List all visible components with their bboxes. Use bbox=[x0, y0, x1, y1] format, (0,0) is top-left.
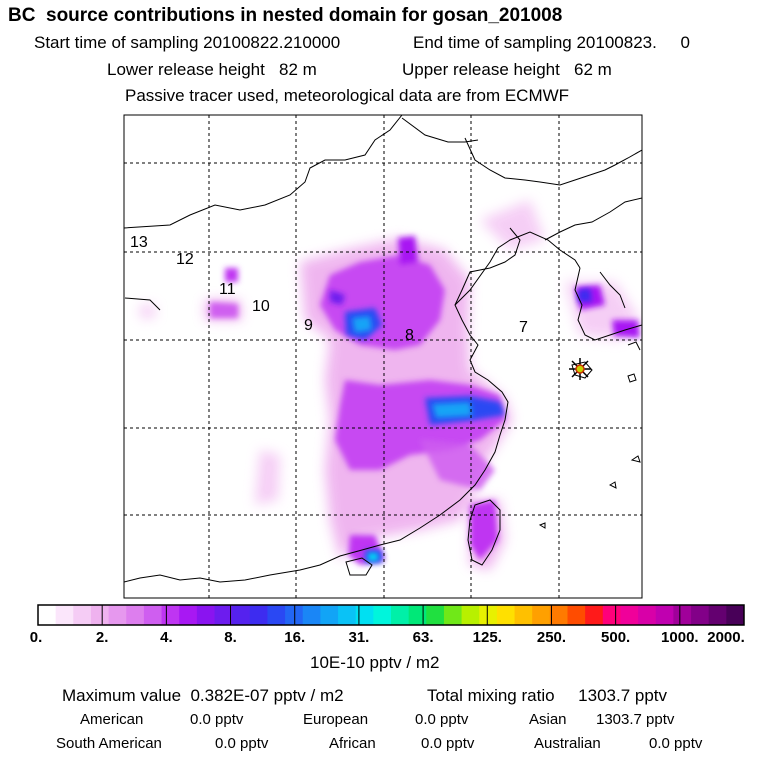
colorbar-swatch bbox=[496, 605, 516, 625]
colorbar-swatch bbox=[673, 605, 692, 625]
colorbar-swatch bbox=[320, 605, 339, 625]
colorbar-swatch bbox=[196, 605, 215, 625]
colorbar-tick-label: 250. bbox=[536, 629, 567, 646]
colorbar-swatch bbox=[249, 605, 268, 625]
colorbar-swatch bbox=[108, 605, 127, 625]
colorbar-swatch bbox=[126, 605, 145, 625]
colorbar-swatch bbox=[567, 605, 586, 625]
region-label-7: 7 bbox=[519, 319, 528, 336]
chart-title: BC source contributions in nested domain… bbox=[8, 5, 563, 26]
colorbar-swatch bbox=[461, 605, 480, 625]
colorbar-swatch bbox=[408, 605, 427, 625]
map-frame bbox=[123, 114, 643, 599]
colorbar-tick-label: 500. bbox=[601, 629, 631, 646]
colorbar-swatch bbox=[602, 605, 621, 625]
region-label-8: 8 bbox=[405, 327, 414, 344]
colorbar-swatch bbox=[532, 605, 551, 625]
colorbar-swatch bbox=[161, 605, 180, 625]
colorbar-swatch bbox=[620, 605, 639, 625]
region-label-12: 12 bbox=[176, 251, 194, 268]
colorbar-tick-label: 0. bbox=[29, 629, 43, 646]
lower-release-height: Lower release height 82 m bbox=[107, 60, 317, 79]
region-value-african: 0.0 pptv bbox=[421, 735, 475, 752]
colorbar-swatch bbox=[443, 605, 463, 625]
upper-release-height: Upper release height 62 m bbox=[402, 60, 612, 79]
region-value-european: 0.0 pptv bbox=[415, 711, 469, 728]
maximum-value: Maximum value 0.382E-07 pptv / m2 bbox=[62, 686, 344, 705]
lat-lon-grid bbox=[124, 115, 642, 598]
colorbar-swatch bbox=[232, 605, 251, 625]
colorbar-swatch bbox=[638, 605, 657, 625]
colorbar-swatch bbox=[514, 605, 533, 625]
colorbar-swatch bbox=[391, 605, 410, 625]
colorbar-swatch bbox=[426, 605, 445, 625]
colorbar-units: 10E-10 pptv / m2 bbox=[310, 653, 440, 672]
colorbar-swatch bbox=[355, 605, 374, 625]
region-value-australian: 0.0 pptv bbox=[649, 735, 703, 752]
colorbar-swatch bbox=[691, 605, 710, 625]
region-value-asian: 1303.7 pptv bbox=[596, 711, 675, 728]
colorbar-tick-label: 31. bbox=[348, 629, 370, 646]
colorbar-swatch bbox=[585, 605, 604, 625]
colorbar-swatch bbox=[73, 605, 92, 625]
colorbar-frame bbox=[37, 604, 745, 626]
colorbar-swatch bbox=[90, 605, 110, 625]
region-name-european: European bbox=[303, 711, 369, 728]
region-name-asian: Asian bbox=[529, 711, 567, 728]
total-mixing-ratio: Total mixing ratio 1303.7 pptv bbox=[427, 686, 668, 705]
colorbar-swatch bbox=[285, 605, 304, 625]
concentration-field bbox=[124, 115, 642, 583]
colorbar-swatch bbox=[267, 605, 286, 625]
region-name-african: African bbox=[329, 735, 376, 752]
colorbar-swatch bbox=[549, 605, 568, 625]
colorbar-tick-label: 2. bbox=[95, 629, 109, 646]
tracer-note: Passive tracer used, meteorological data… bbox=[125, 86, 570, 105]
receptor-star-icon bbox=[569, 358, 591, 380]
end-time: End time of sampling 20100823. 0 bbox=[413, 33, 690, 52]
colorbar-tick-label: 125. bbox=[472, 629, 502, 646]
colorbar-tick-label: 16. bbox=[284, 629, 306, 646]
start-time: Start time of sampling 20100822.210000 bbox=[34, 33, 341, 52]
colorbar bbox=[37, 604, 745, 626]
colorbar-tick-label: 1000. bbox=[661, 629, 699, 646]
region-name-australian: Australian bbox=[534, 735, 601, 752]
colorbar-swatch bbox=[214, 605, 233, 625]
colorbar-swatch bbox=[726, 605, 745, 625]
colorbar-swatch bbox=[708, 605, 727, 625]
colorbar-swatch bbox=[338, 605, 357, 625]
region-label-10: 10 bbox=[252, 298, 270, 315]
colorbar-tick-label: 63. bbox=[412, 629, 434, 646]
colorbar-swatch bbox=[38, 605, 57, 625]
region-name-american: American bbox=[80, 711, 144, 728]
region-label-9: 9 bbox=[304, 317, 313, 334]
colorbar-swatch bbox=[143, 605, 163, 625]
colorbar-swatch bbox=[55, 605, 74, 625]
region-label-11: 11 bbox=[219, 281, 236, 298]
colorbar-swatch bbox=[179, 605, 198, 625]
region-value-american: 0.0 pptv bbox=[190, 711, 244, 728]
region-name-south-american: South American bbox=[56, 735, 162, 752]
region-value-south-american: 0.0 pptv bbox=[215, 735, 269, 752]
colorbar-swatch bbox=[302, 605, 321, 625]
colorbar-swatch bbox=[479, 605, 498, 625]
colorbar-swatch bbox=[373, 605, 392, 625]
region-label-13: 13 bbox=[130, 234, 148, 251]
colorbar-tick-label: 4. bbox=[160, 629, 173, 646]
colorbar-swatch bbox=[655, 605, 674, 625]
colorbar-tick-label: 8. bbox=[224, 629, 237, 646]
colorbar-tick-label: 2000. bbox=[707, 629, 745, 646]
